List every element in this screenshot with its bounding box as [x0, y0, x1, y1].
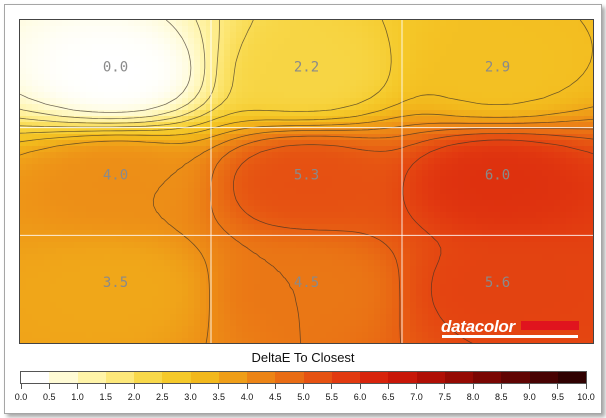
- brand-logo-red-bar: [521, 321, 579, 330]
- scale-tick-mark: [416, 384, 417, 389]
- scale-tick-label: 9.5: [551, 392, 565, 402]
- chart-frame: 0.0 2.2 2.9 4.0 5.3 6.0 3.5 4.5 5.6 datacolor: [4, 4, 602, 414]
- color-scale-cell: [444, 372, 473, 383]
- heatmap-plot: 0.0 2.2 2.9 4.0 5.3 6.0 3.5 4.5 5.6: [19, 19, 594, 344]
- scale-tick-mark: [529, 384, 530, 389]
- cell-value-label: 4.0: [103, 167, 128, 183]
- color-scale-cell: [275, 372, 304, 383]
- scale-tick-mark: [246, 384, 248, 389]
- color-scale-cell: [331, 372, 360, 383]
- scale-tick-label: 6.5: [381, 392, 395, 402]
- brand-logo-underline: [442, 335, 578, 338]
- color-scale-bar: [20, 371, 587, 384]
- color-scale-cell: [218, 372, 247, 383]
- scale-tick-mark: [500, 384, 502, 389]
- scale-tick-mark: [161, 384, 163, 389]
- scale-tick-label: 1.0: [71, 392, 84, 402]
- scale-tick-mark: [133, 384, 135, 389]
- scale-tick-mark: [218, 384, 220, 389]
- heatmap-svg: 0.0 2.2 2.9 4.0 5.3 6.0 3.5 4.5 5.6: [20, 20, 593, 343]
- scale-tick-label: 2.0: [127, 392, 141, 402]
- scale-tick-label: 6.0: [353, 392, 367, 402]
- contour-lines: [20, 20, 593, 343]
- scale-tick-label: 0.5: [42, 392, 56, 402]
- cell-value-label: 5.6: [485, 275, 510, 291]
- scale-tick-mark: [105, 384, 107, 389]
- scale-tick-label: 0.0: [14, 392, 28, 402]
- color-scale-cell: [529, 372, 558, 383]
- scale-tick-label: 10.0: [577, 392, 595, 402]
- cell-dividers: [20, 20, 593, 343]
- color-scale-cell: [303, 372, 332, 383]
- scale-tick-mark: [557, 384, 559, 389]
- color-scale-cell: [21, 372, 50, 383]
- cell-value-label: 6.0: [485, 167, 510, 183]
- color-scale-cell: [501, 372, 530, 383]
- cell-value-label: 4.5: [294, 275, 319, 291]
- scale-tick-label: 5.0: [297, 392, 310, 402]
- scale-tick-mark: [331, 384, 333, 389]
- cell-value-label: 2.2: [294, 60, 319, 76]
- color-scale-ticks: 0.0 0.5 1.0 1.5 2.0 2.5 3.0 3.5 4.0 4.5 5.0 5.5 6.0 6…: [0, 384, 606, 404]
- scale-tick-mark: [274, 384, 276, 389]
- chart-title: DeltaE To Closest: [251, 350, 355, 365]
- cell-value-label: 0.0: [103, 60, 128, 76]
- heatmap-field: [20, 20, 593, 343]
- scale-tick-mark: [472, 384, 474, 389]
- scale-tick-mark: [444, 384, 446, 389]
- scale-tick-mark: [190, 384, 191, 389]
- color-scale-cell: [162, 372, 191, 383]
- brand-logo: datacolor: [441, 317, 515, 336]
- scale-tick-label: 1.5: [99, 392, 113, 402]
- color-scale-cell: [388, 372, 417, 383]
- scale-tick-label: 4.0: [240, 392, 254, 402]
- scale-tick-label: 7.0: [410, 392, 423, 402]
- color-scale-cell: [49, 372, 78, 383]
- scale-tick-label: 8.0: [466, 392, 480, 402]
- scale-tick-mark: [77, 384, 78, 389]
- scale-tick-mark: [585, 384, 587, 389]
- scale-tick-mark: [48, 384, 50, 389]
- scale-tick-mark: [359, 384, 361, 389]
- scale-tick-label: 4.5: [268, 392, 282, 402]
- cell-value-label: 5.3: [294, 167, 319, 183]
- cell-value-label: 2.9: [485, 60, 510, 76]
- color-scale-cell: [134, 372, 163, 383]
- color-scale-cell: [77, 372, 106, 383]
- scale-tick-label: 7.5: [438, 392, 452, 402]
- color-scale-cell: [190, 372, 219, 383]
- color-scale-cell: [416, 372, 445, 383]
- scale-tick-label: 5.5: [325, 392, 339, 402]
- scale-tick-mark: [20, 384, 22, 389]
- color-scale-cell: [473, 372, 502, 383]
- scale-tick-mark: [303, 384, 304, 389]
- color-scale-cell: [105, 372, 134, 383]
- color-scale-cell: [557, 372, 586, 383]
- scale-tick-label: 3.0: [184, 392, 197, 402]
- color-scale-cell: [247, 372, 276, 383]
- cell-value-label: 3.5: [103, 275, 128, 291]
- scale-tick-label: 9.0: [523, 392, 536, 402]
- scale-tick-mark: [387, 384, 389, 389]
- color-scale-cell: [360, 372, 389, 383]
- scale-tick-label: 2.5: [155, 392, 169, 402]
- scale-tick-label: 8.5: [494, 392, 508, 402]
- scale-tick-label: 3.5: [212, 392, 226, 402]
